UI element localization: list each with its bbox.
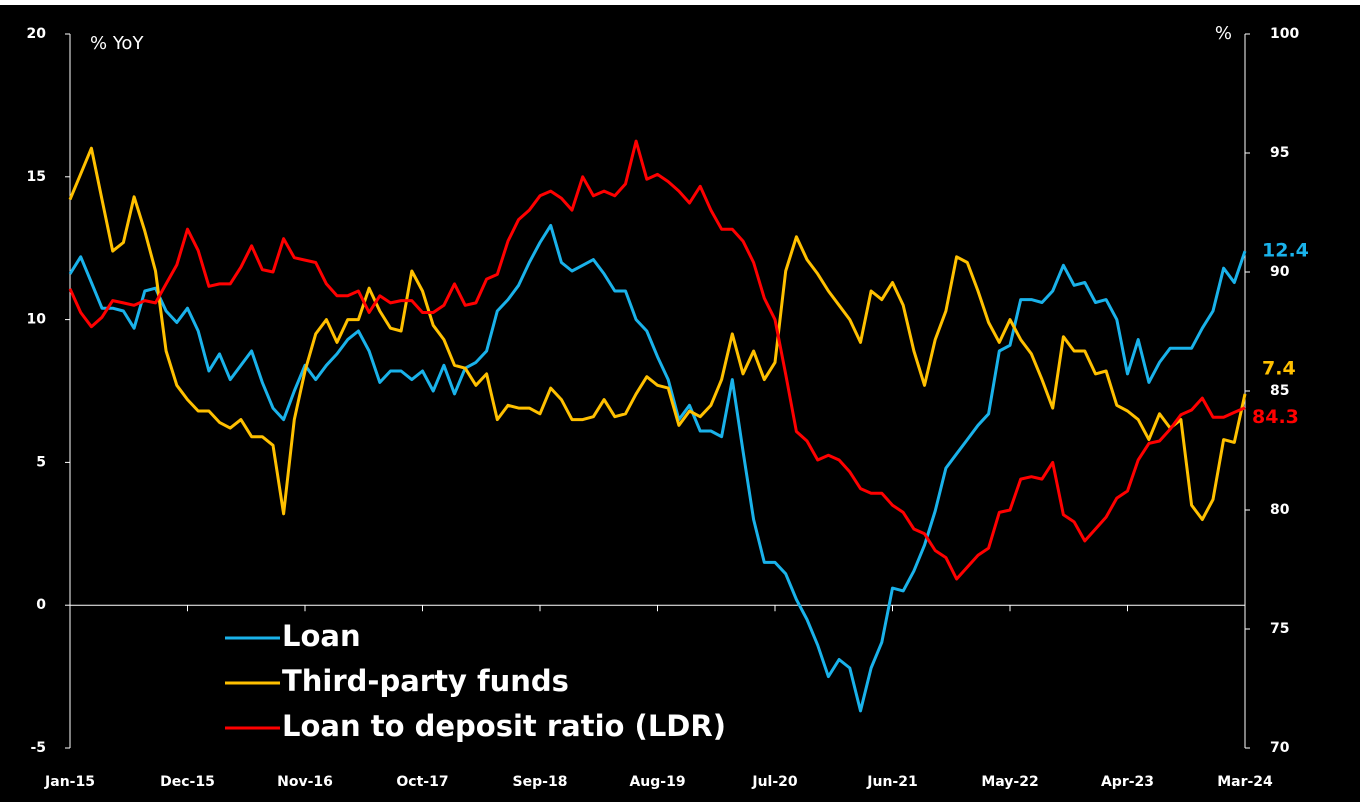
y-tick-label: 20: [27, 26, 47, 42]
y-tick-label: 0: [36, 597, 46, 613]
y-tick-label: 10: [27, 312, 47, 328]
y-tick-label: 5: [36, 454, 46, 470]
x-tick-label: Aug-19: [629, 774, 685, 790]
legend-label: Third-party funds: [282, 664, 569, 698]
y2-tick-label: 85: [1270, 383, 1289, 399]
y2-tick-label: 95: [1270, 145, 1289, 161]
legend-label: Loan to deposit ratio (LDR): [282, 709, 726, 743]
series-line: [68, 139, 1246, 581]
end-value-label: 84.3: [1252, 406, 1299, 428]
legend-label: Loan: [282, 619, 361, 653]
x-tick-label: May-22: [981, 774, 1038, 790]
top-border: [0, 0, 1360, 5]
x-tick-label: Mar-24: [1217, 774, 1273, 790]
x-tick-label: Jun-21: [866, 774, 917, 790]
y2-tick-label: 100: [1270, 26, 1299, 42]
y-axis-label: % YoY: [90, 33, 144, 54]
y2-axis-label: %: [1215, 23, 1232, 44]
end-value-label: 7.4: [1262, 357, 1296, 379]
series-line: [68, 223, 1247, 713]
y2-tick-label: 90: [1270, 264, 1290, 280]
x-tick-label: Sep-18: [513, 774, 568, 790]
x-tick-label: Dec-15: [160, 774, 215, 790]
series-line: [68, 146, 1247, 521]
end-value-label: 12.4: [1262, 240, 1309, 262]
x-tick-label: Nov-16: [277, 774, 333, 790]
y2-tick-label: 80: [1270, 502, 1290, 518]
y2-tick-label: 70: [1270, 740, 1290, 756]
y-tick-label: -5: [30, 740, 46, 756]
y-tick-label: 15: [27, 169, 46, 185]
y2-tick-label: 75: [1270, 621, 1289, 637]
x-tick-label: Jan-15: [44, 774, 95, 790]
x-tick-label: Oct-17: [396, 774, 448, 790]
x-tick-label: Jul-20: [751, 774, 798, 790]
x-tick-label: Apr-23: [1101, 774, 1154, 790]
